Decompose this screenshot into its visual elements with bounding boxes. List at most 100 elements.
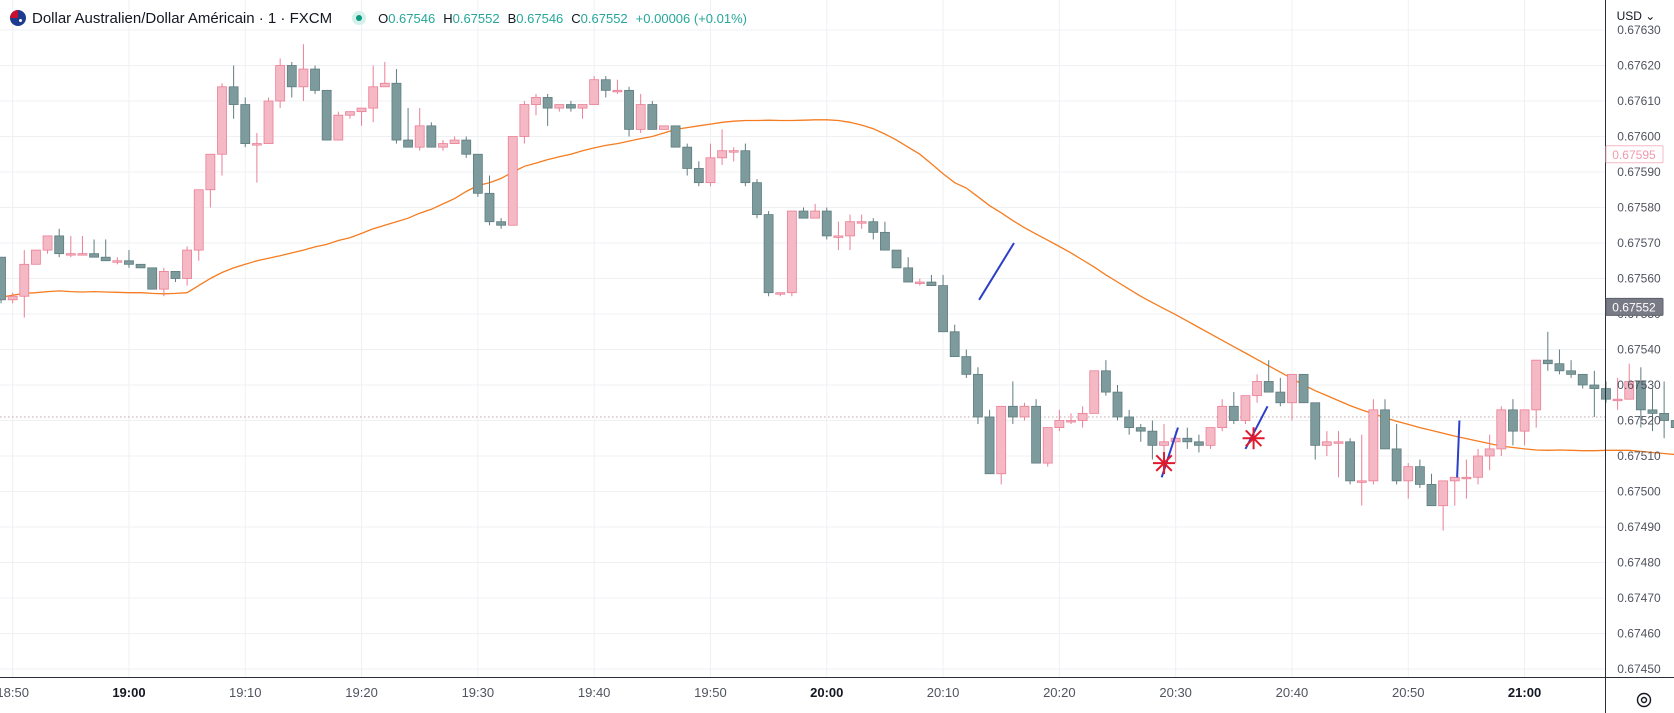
price-change: +0.00006 (+0.01%) xyxy=(635,10,747,26)
candle-body xyxy=(1182,437,1193,443)
time-tick-label: 19:00 xyxy=(112,685,145,700)
candle-down xyxy=(1554,349,1565,375)
candle-down xyxy=(135,263,146,269)
settings-gear-icon[interactable] xyxy=(1634,690,1654,710)
candle-body xyxy=(891,249,902,269)
price-axis[interactable]: 0.67630 0.67620 0.67610 0.67600 0.67590 0.675… xyxy=(1605,0,1664,713)
candle-up xyxy=(217,83,227,176)
candle-body xyxy=(926,281,937,286)
candle-body xyxy=(612,89,623,93)
candle-up xyxy=(717,129,727,165)
candle-body xyxy=(1287,373,1297,404)
open-label: O xyxy=(378,10,389,26)
candle-body xyxy=(1077,412,1088,421)
time-axis[interactable]: 18:50 19:00 19:10 19:20 19:30 19:40 19:50 20:00… xyxy=(0,677,1674,701)
candle-body xyxy=(414,125,425,148)
candle-body xyxy=(1554,363,1565,372)
trend-line-drawing[interactable] xyxy=(978,242,1015,301)
candle-up xyxy=(659,125,669,130)
candle-down xyxy=(740,143,751,187)
candle-body xyxy=(1414,466,1425,485)
price-marker-label: 0.67552 xyxy=(1612,300,1656,314)
candle-body xyxy=(19,263,30,297)
time-tick-label: 20:50 xyxy=(1392,685,1425,700)
candle-up xyxy=(833,221,844,251)
candle-up xyxy=(589,76,600,105)
candle-body xyxy=(0,256,6,301)
price-tick-label: 0.67630 xyxy=(1617,23,1661,37)
candle-body xyxy=(1577,373,1588,386)
candle-down xyxy=(1182,427,1193,449)
time-tick-label: 19:30 xyxy=(462,685,495,700)
candle-body xyxy=(449,139,460,145)
candle-down xyxy=(1426,473,1437,507)
market-status-icon[interactable] xyxy=(352,11,367,25)
candle-body xyxy=(1635,381,1646,411)
candle-body xyxy=(1252,381,1262,397)
candle-down xyxy=(566,101,576,112)
star-marker-drawing[interactable] xyxy=(1153,452,1176,475)
candle-body xyxy=(1217,405,1228,428)
star-stroke xyxy=(1155,454,1173,472)
candle-up xyxy=(635,93,646,133)
candle-down xyxy=(100,239,111,262)
candle-down xyxy=(1635,367,1646,428)
candle-body xyxy=(182,249,193,279)
candle-up xyxy=(1473,448,1483,485)
candle-down xyxy=(426,122,437,148)
candle-body xyxy=(1066,420,1076,423)
candle-down xyxy=(472,153,483,197)
candle-up xyxy=(1531,359,1542,428)
candle-up xyxy=(158,267,169,297)
candle-up xyxy=(1205,427,1216,449)
star-marker-drawing[interactable] xyxy=(1242,427,1265,450)
candle-body xyxy=(484,192,495,223)
candle-up xyxy=(263,97,274,144)
candle-up xyxy=(205,153,216,208)
candle-up xyxy=(810,203,821,219)
candle-body xyxy=(554,104,565,109)
candle-down xyxy=(1112,385,1123,421)
candle-down xyxy=(1589,370,1600,417)
grid-lines xyxy=(0,0,1605,677)
candle-down xyxy=(310,65,320,94)
candle-body xyxy=(228,86,239,105)
last-price-marker: 0.67552 xyxy=(1605,297,1664,316)
candle-up xyxy=(356,107,367,126)
candle-up xyxy=(531,93,541,116)
candle-body xyxy=(310,68,320,91)
candle-body xyxy=(391,82,402,141)
candle-down xyxy=(670,125,681,148)
candle-body xyxy=(1170,437,1181,443)
symbol-title[interactable]: Dollar Australien/Dollar Américain · 1 ·… xyxy=(32,9,333,27)
candle-body xyxy=(635,104,646,130)
candle-down xyxy=(973,367,983,425)
candle-body xyxy=(263,100,274,144)
price-marker-box xyxy=(1605,297,1664,316)
candle-up xyxy=(612,79,623,94)
candle-down xyxy=(1124,409,1135,435)
drawings-layer[interactable] xyxy=(978,242,1674,478)
candle-body xyxy=(1496,409,1507,450)
trend-line-drawing[interactable] xyxy=(1456,420,1461,478)
candle-up xyxy=(112,257,123,265)
candle-body xyxy=(65,253,76,256)
candle-up xyxy=(438,140,448,151)
candle-body xyxy=(356,107,367,113)
currency-selector[interactable]: USD ⌄ xyxy=(1616,9,1656,23)
candle-body xyxy=(810,210,821,219)
candle-body xyxy=(1263,381,1274,393)
candle-body xyxy=(158,270,169,290)
candle-body xyxy=(286,65,297,88)
candle-body xyxy=(170,270,181,279)
low-value: 0.67546 xyxy=(516,10,564,26)
ohlc-low: B0.67546 xyxy=(508,11,564,26)
candle-body xyxy=(659,125,669,130)
candle-body xyxy=(89,253,99,258)
open-value: 0.67546 xyxy=(388,10,436,26)
candle-body xyxy=(54,235,65,255)
candle-body xyxy=(1298,373,1309,404)
candle-body xyxy=(1147,430,1158,446)
time-tick-label: 21:00 xyxy=(1508,685,1541,700)
